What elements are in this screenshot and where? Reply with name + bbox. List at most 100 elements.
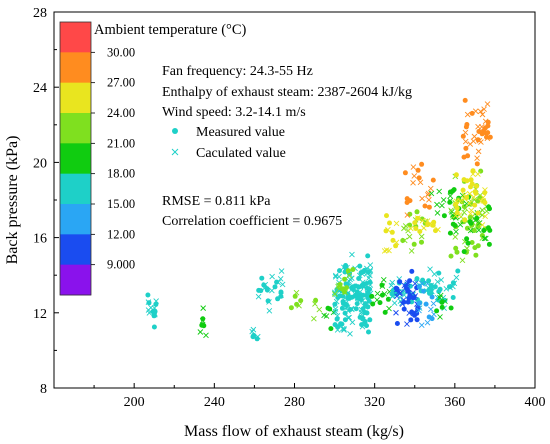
- calculated-point: [434, 279, 441, 285]
- measured-point: [365, 269, 371, 275]
- measured-point: [379, 282, 385, 288]
- calculated-point: [483, 235, 489, 242]
- calculated-point: [478, 139, 484, 145]
- measured-point: [406, 295, 412, 301]
- calculated-point: [462, 129, 469, 136]
- measured-point: [461, 249, 467, 255]
- measured-point: [364, 281, 370, 286]
- measured-point: [465, 240, 471, 246]
- calculated-point: [431, 271, 438, 277]
- calculated-point: [452, 234, 459, 240]
- calculated-point: [419, 217, 426, 224]
- measured-point: [474, 183, 479, 189]
- measured-point: [484, 134, 489, 140]
- calculated-point: [426, 196, 432, 203]
- calculated-point: [278, 268, 285, 274]
- calculated-point: [481, 235, 488, 242]
- y-tick-label: 28: [33, 6, 47, 21]
- calculated-point: [404, 281, 411, 288]
- measured-point: [426, 278, 432, 284]
- measured-point: [357, 296, 363, 302]
- calculated-point: [405, 227, 411, 234]
- measured-point: [423, 301, 429, 307]
- annotation-enthalpy: Enthalpy of exhaust steam: 2387-2604 kJ/…: [162, 85, 412, 100]
- measured-point: [481, 128, 486, 134]
- measured-point: [431, 219, 437, 225]
- measured-point: [313, 297, 319, 303]
- calculated-point: [418, 233, 425, 240]
- measured-point: [251, 332, 257, 338]
- calculated-point: [437, 314, 443, 320]
- measured-point: [464, 236, 470, 242]
- calculated-point: [381, 291, 388, 297]
- calculated-point: [418, 322, 425, 328]
- calculated-point: [404, 279, 411, 286]
- measured-point: [485, 119, 491, 125]
- colorbar-block: [60, 113, 91, 144]
- calculated-point: [408, 248, 415, 254]
- calculated-point: [410, 164, 417, 170]
- colorbar-blocks: [60, 22, 91, 296]
- measured-point: [288, 305, 294, 311]
- colorbar-tick-label: 12.00: [107, 227, 135, 241]
- calculated-point: [447, 193, 454, 199]
- calculated-point: [467, 227, 474, 234]
- measured-point: [407, 211, 413, 217]
- calculated-point: [277, 275, 284, 282]
- measured-point: [332, 301, 338, 307]
- measured-point: [360, 292, 366, 298]
- measured-point: [401, 306, 407, 312]
- measured-point: [278, 289, 284, 295]
- calculated-point: [478, 123, 485, 130]
- calculated-point: [416, 307, 422, 314]
- measured-point: [429, 294, 435, 300]
- calculated-point: [275, 279, 281, 286]
- measured-point: [338, 321, 344, 327]
- measured-point: [350, 287, 356, 293]
- x-tick-label: 360: [444, 395, 465, 410]
- x-tick-label: 320: [364, 395, 385, 410]
- measured-point: [345, 268, 351, 274]
- calculated-point: [311, 315, 317, 322]
- calculated-point: [471, 133, 478, 140]
- measured-point: [294, 301, 300, 307]
- measured-point: [342, 317, 348, 323]
- measured-point: [433, 228, 438, 234]
- calculated-point: [269, 273, 275, 280]
- measured-point: [405, 299, 411, 305]
- measured-point: [432, 284, 438, 290]
- x-tick-label: 280: [284, 395, 305, 410]
- colorbar: Ambient temperature (°C) 30.00 27.00 24.00…: [59, 21, 247, 296]
- measured-point: [256, 287, 262, 293]
- measured-point: [369, 293, 375, 299]
- calculated-point: [436, 188, 443, 195]
- x-tick-label: 400: [525, 395, 546, 410]
- annotation-wind-speed: Wind speed: 3.2-14.1 m/s: [162, 105, 306, 120]
- calculated-point: [349, 251, 355, 258]
- calculated-point: [354, 294, 361, 301]
- calculated-point: [374, 290, 381, 297]
- calculated-point: [434, 294, 441, 301]
- measured-point: [472, 245, 478, 251]
- measured-point: [447, 230, 453, 236]
- measured-point: [387, 220, 392, 226]
- measured-point: [379, 292, 385, 298]
- measured-point: [475, 198, 481, 204]
- calculated-point: [435, 226, 441, 233]
- calculated-point: [428, 282, 435, 289]
- calculated-point: [428, 306, 434, 313]
- measured-point: [462, 97, 468, 103]
- measured-point: [274, 279, 280, 285]
- measured-point: [473, 252, 479, 258]
- x-axis-ticks: 200 240 280 320 360 400: [93, 383, 546, 410]
- measured-point: [389, 229, 395, 235]
- measured-point: [384, 213, 389, 219]
- calculated-point: [477, 108, 484, 115]
- measured-point: [447, 199, 453, 205]
- measured-point: [469, 181, 475, 187]
- calculated-point: [148, 304, 154, 311]
- calculated-point: [145, 299, 152, 305]
- measured-point: [364, 310, 369, 316]
- calculated-point: [344, 304, 351, 310]
- calculated-point: [146, 310, 153, 316]
